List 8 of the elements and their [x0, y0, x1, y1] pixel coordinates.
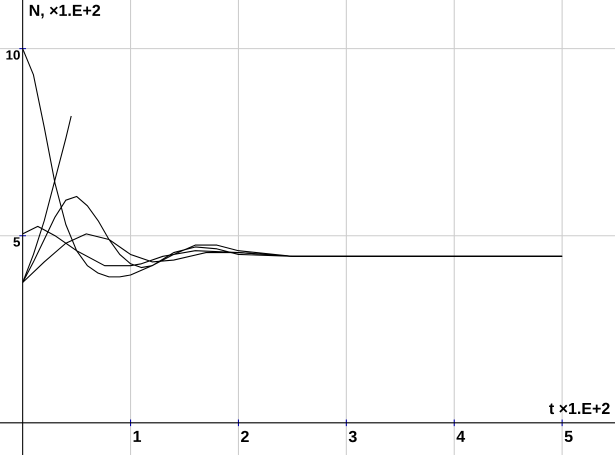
x-tick-label: 3 — [348, 430, 357, 442]
x-tick-label: 5 — [564, 430, 573, 442]
x-tick-label: 4 — [456, 430, 466, 442]
y-axis-title: N, ×1.E+2 — [30, 4, 100, 18]
x-tick-label: 2 — [241, 430, 249, 442]
x-tick-label: 1 — [134, 430, 142, 442]
y-tick-label: 10 — [6, 50, 20, 60]
x-axis-title: t ×1.E+2 — [549, 402, 610, 414]
